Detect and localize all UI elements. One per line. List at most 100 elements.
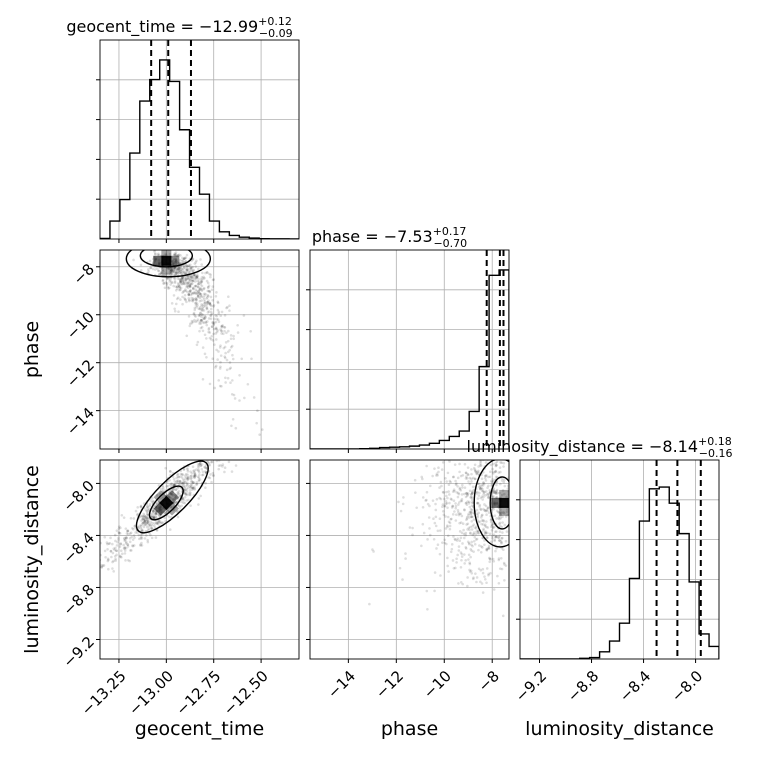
sample-point xyxy=(171,269,175,273)
sample-point xyxy=(185,476,189,479)
sample-point xyxy=(485,581,488,585)
sample-point xyxy=(236,331,240,334)
sample-point xyxy=(190,276,193,279)
sample-point xyxy=(205,337,208,340)
sample-point xyxy=(193,284,197,288)
sample-point xyxy=(178,506,182,509)
sample-point xyxy=(150,536,154,540)
sample-point xyxy=(208,290,212,294)
sample-point xyxy=(485,549,489,552)
sample-point xyxy=(209,307,213,311)
sample-point xyxy=(182,265,186,268)
sample-point xyxy=(170,280,173,284)
sample-point xyxy=(172,483,176,487)
sample-point xyxy=(179,280,182,284)
sample-point xyxy=(419,431,422,434)
sample-point xyxy=(82,571,85,574)
sample-point xyxy=(471,491,474,495)
sample-point xyxy=(170,268,173,272)
sample-point xyxy=(487,475,490,479)
sample-point xyxy=(182,257,186,260)
sample-point xyxy=(448,524,452,528)
sample-point xyxy=(179,282,183,286)
hist-bar xyxy=(170,81,180,239)
sample-point xyxy=(204,271,207,275)
sample-point xyxy=(216,329,219,332)
sample-point xyxy=(167,515,171,518)
hist-step-line xyxy=(520,486,719,659)
sample-point xyxy=(495,460,499,464)
sample-point xyxy=(199,288,202,291)
sample-point xyxy=(467,502,471,505)
sample-point xyxy=(240,446,243,449)
sample-point xyxy=(421,505,425,509)
sample-point xyxy=(237,408,240,411)
sample-point xyxy=(451,504,455,508)
sample-point xyxy=(189,266,192,269)
sample-point xyxy=(184,488,188,492)
sample-point xyxy=(207,294,210,298)
sample-point xyxy=(176,492,180,495)
sample-point xyxy=(163,512,167,515)
sample-point xyxy=(220,385,223,388)
sample-point xyxy=(207,476,210,479)
sample-point xyxy=(205,355,208,359)
sample-point xyxy=(413,478,417,482)
sample-point xyxy=(115,553,118,557)
sample-point xyxy=(480,486,483,490)
sample-point xyxy=(468,433,471,436)
sample-point xyxy=(500,541,503,545)
sample-point xyxy=(191,265,195,269)
sample-point xyxy=(152,516,155,519)
sample-point xyxy=(198,462,202,466)
y-axis-label-phase: phase xyxy=(21,321,43,378)
sample-point xyxy=(180,268,184,272)
sample-point xyxy=(152,515,156,519)
y-tick-label: −14 xyxy=(63,404,98,439)
sample-point xyxy=(495,509,499,513)
sample-point xyxy=(139,526,143,530)
sample-point xyxy=(182,482,186,485)
sample-point xyxy=(170,272,174,275)
sample-point xyxy=(428,533,432,537)
sample-point xyxy=(489,463,493,467)
sample-point xyxy=(173,266,177,270)
sample-point xyxy=(131,544,135,548)
sample-point xyxy=(188,285,192,288)
sample-point xyxy=(492,507,495,511)
sample-point xyxy=(230,392,234,396)
sample-point xyxy=(231,353,234,357)
sample-point xyxy=(146,521,150,524)
sample-point xyxy=(465,491,469,495)
sample-point xyxy=(145,516,148,520)
sample-point xyxy=(168,469,172,473)
sample-point xyxy=(190,479,194,483)
sample-point xyxy=(140,537,144,540)
sample-point xyxy=(176,479,179,483)
sample-point xyxy=(193,472,197,476)
sample-point xyxy=(492,495,495,498)
sample-point xyxy=(160,521,164,524)
sample-point xyxy=(190,274,194,278)
sample-point xyxy=(474,477,477,481)
sample-point xyxy=(199,318,203,322)
sample-point xyxy=(189,491,192,495)
sample-point xyxy=(471,485,475,489)
sample-point xyxy=(169,470,172,473)
sample-point xyxy=(421,496,425,499)
sample-point xyxy=(494,549,497,553)
sample-point xyxy=(428,484,432,488)
sample-point xyxy=(478,520,482,523)
sample-point xyxy=(154,515,158,518)
sample-point xyxy=(182,280,186,284)
sample-point xyxy=(197,295,200,299)
panel-frame xyxy=(99,459,300,660)
sample-point xyxy=(219,328,222,331)
sample-point xyxy=(466,528,469,531)
sample-point xyxy=(157,252,160,256)
sample-point xyxy=(467,553,471,557)
sample-point xyxy=(446,524,449,527)
sample-point xyxy=(176,254,180,257)
sample-point xyxy=(145,518,149,522)
sample-point xyxy=(198,473,201,477)
